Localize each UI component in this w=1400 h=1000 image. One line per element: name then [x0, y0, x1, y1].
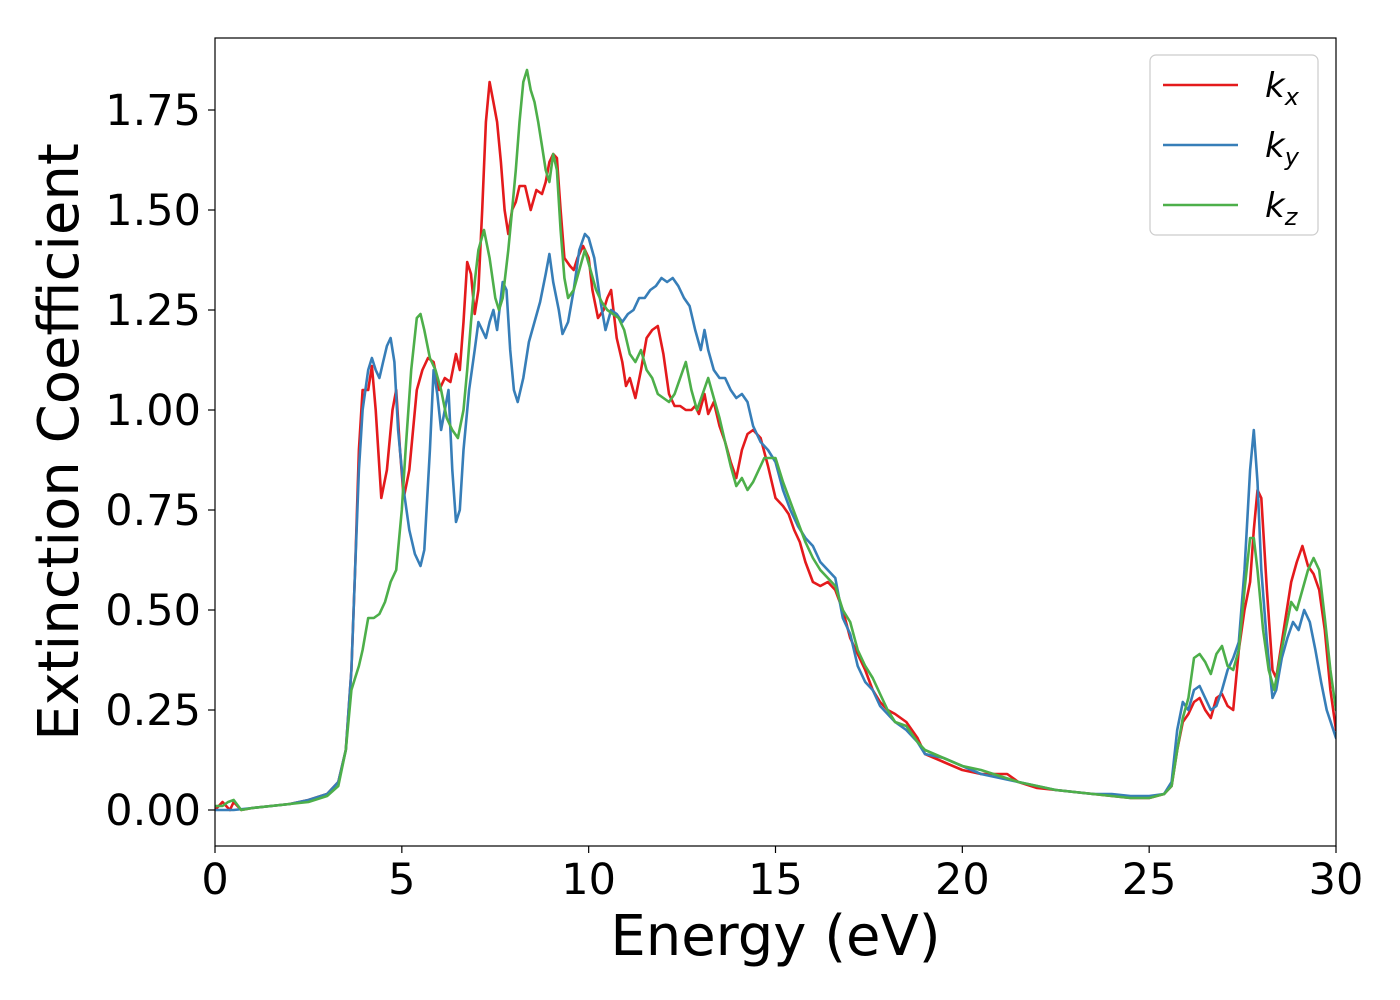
y-tick-label: 0.00: [105, 786, 201, 836]
x-tick-label: 15: [748, 855, 803, 905]
x-tick-label: 20: [935, 855, 990, 905]
y-tick-label: 1.25: [105, 286, 201, 336]
y-tick-label: 1.50: [105, 186, 201, 236]
series-line-z: [215, 68, 1336, 812]
legend: kx ky kz: [1149, 54, 1319, 236]
y-axis-ticks: 0.00 0.25 0.50 0.75 1.00 1.25 1.50 1.75: [105, 86, 215, 836]
x-tick-label: 30: [1309, 855, 1364, 905]
series-line-y: [215, 232, 1336, 812]
x-tick-label: 10: [561, 855, 616, 905]
y-tick-label: 1.75: [105, 86, 201, 136]
legend-label-z: kz: [1265, 186, 1299, 231]
y-axis-title: Extinction Coefficient: [27, 143, 92, 741]
x-axis-title: Energy (eV): [610, 904, 940, 969]
x-tick-label: 25: [1122, 855, 1177, 905]
y-tick-label: 1.00: [105, 386, 201, 436]
legend-label-x: kx: [1265, 66, 1300, 111]
x-tick-label: 5: [388, 855, 415, 905]
legend-label-y: ky: [1265, 126, 1300, 171]
x-axis-ticks: 0 5 10 15 20 25 30: [201, 846, 1363, 905]
y-tick-label: 0.75: [105, 486, 201, 536]
y-tick-label: 0.50: [105, 586, 201, 636]
x-tick-label: 0: [201, 855, 228, 905]
series-line-x: [215, 80, 1336, 812]
plot-series-group: [215, 68, 1336, 812]
y-tick-label: 0.25: [105, 686, 201, 736]
